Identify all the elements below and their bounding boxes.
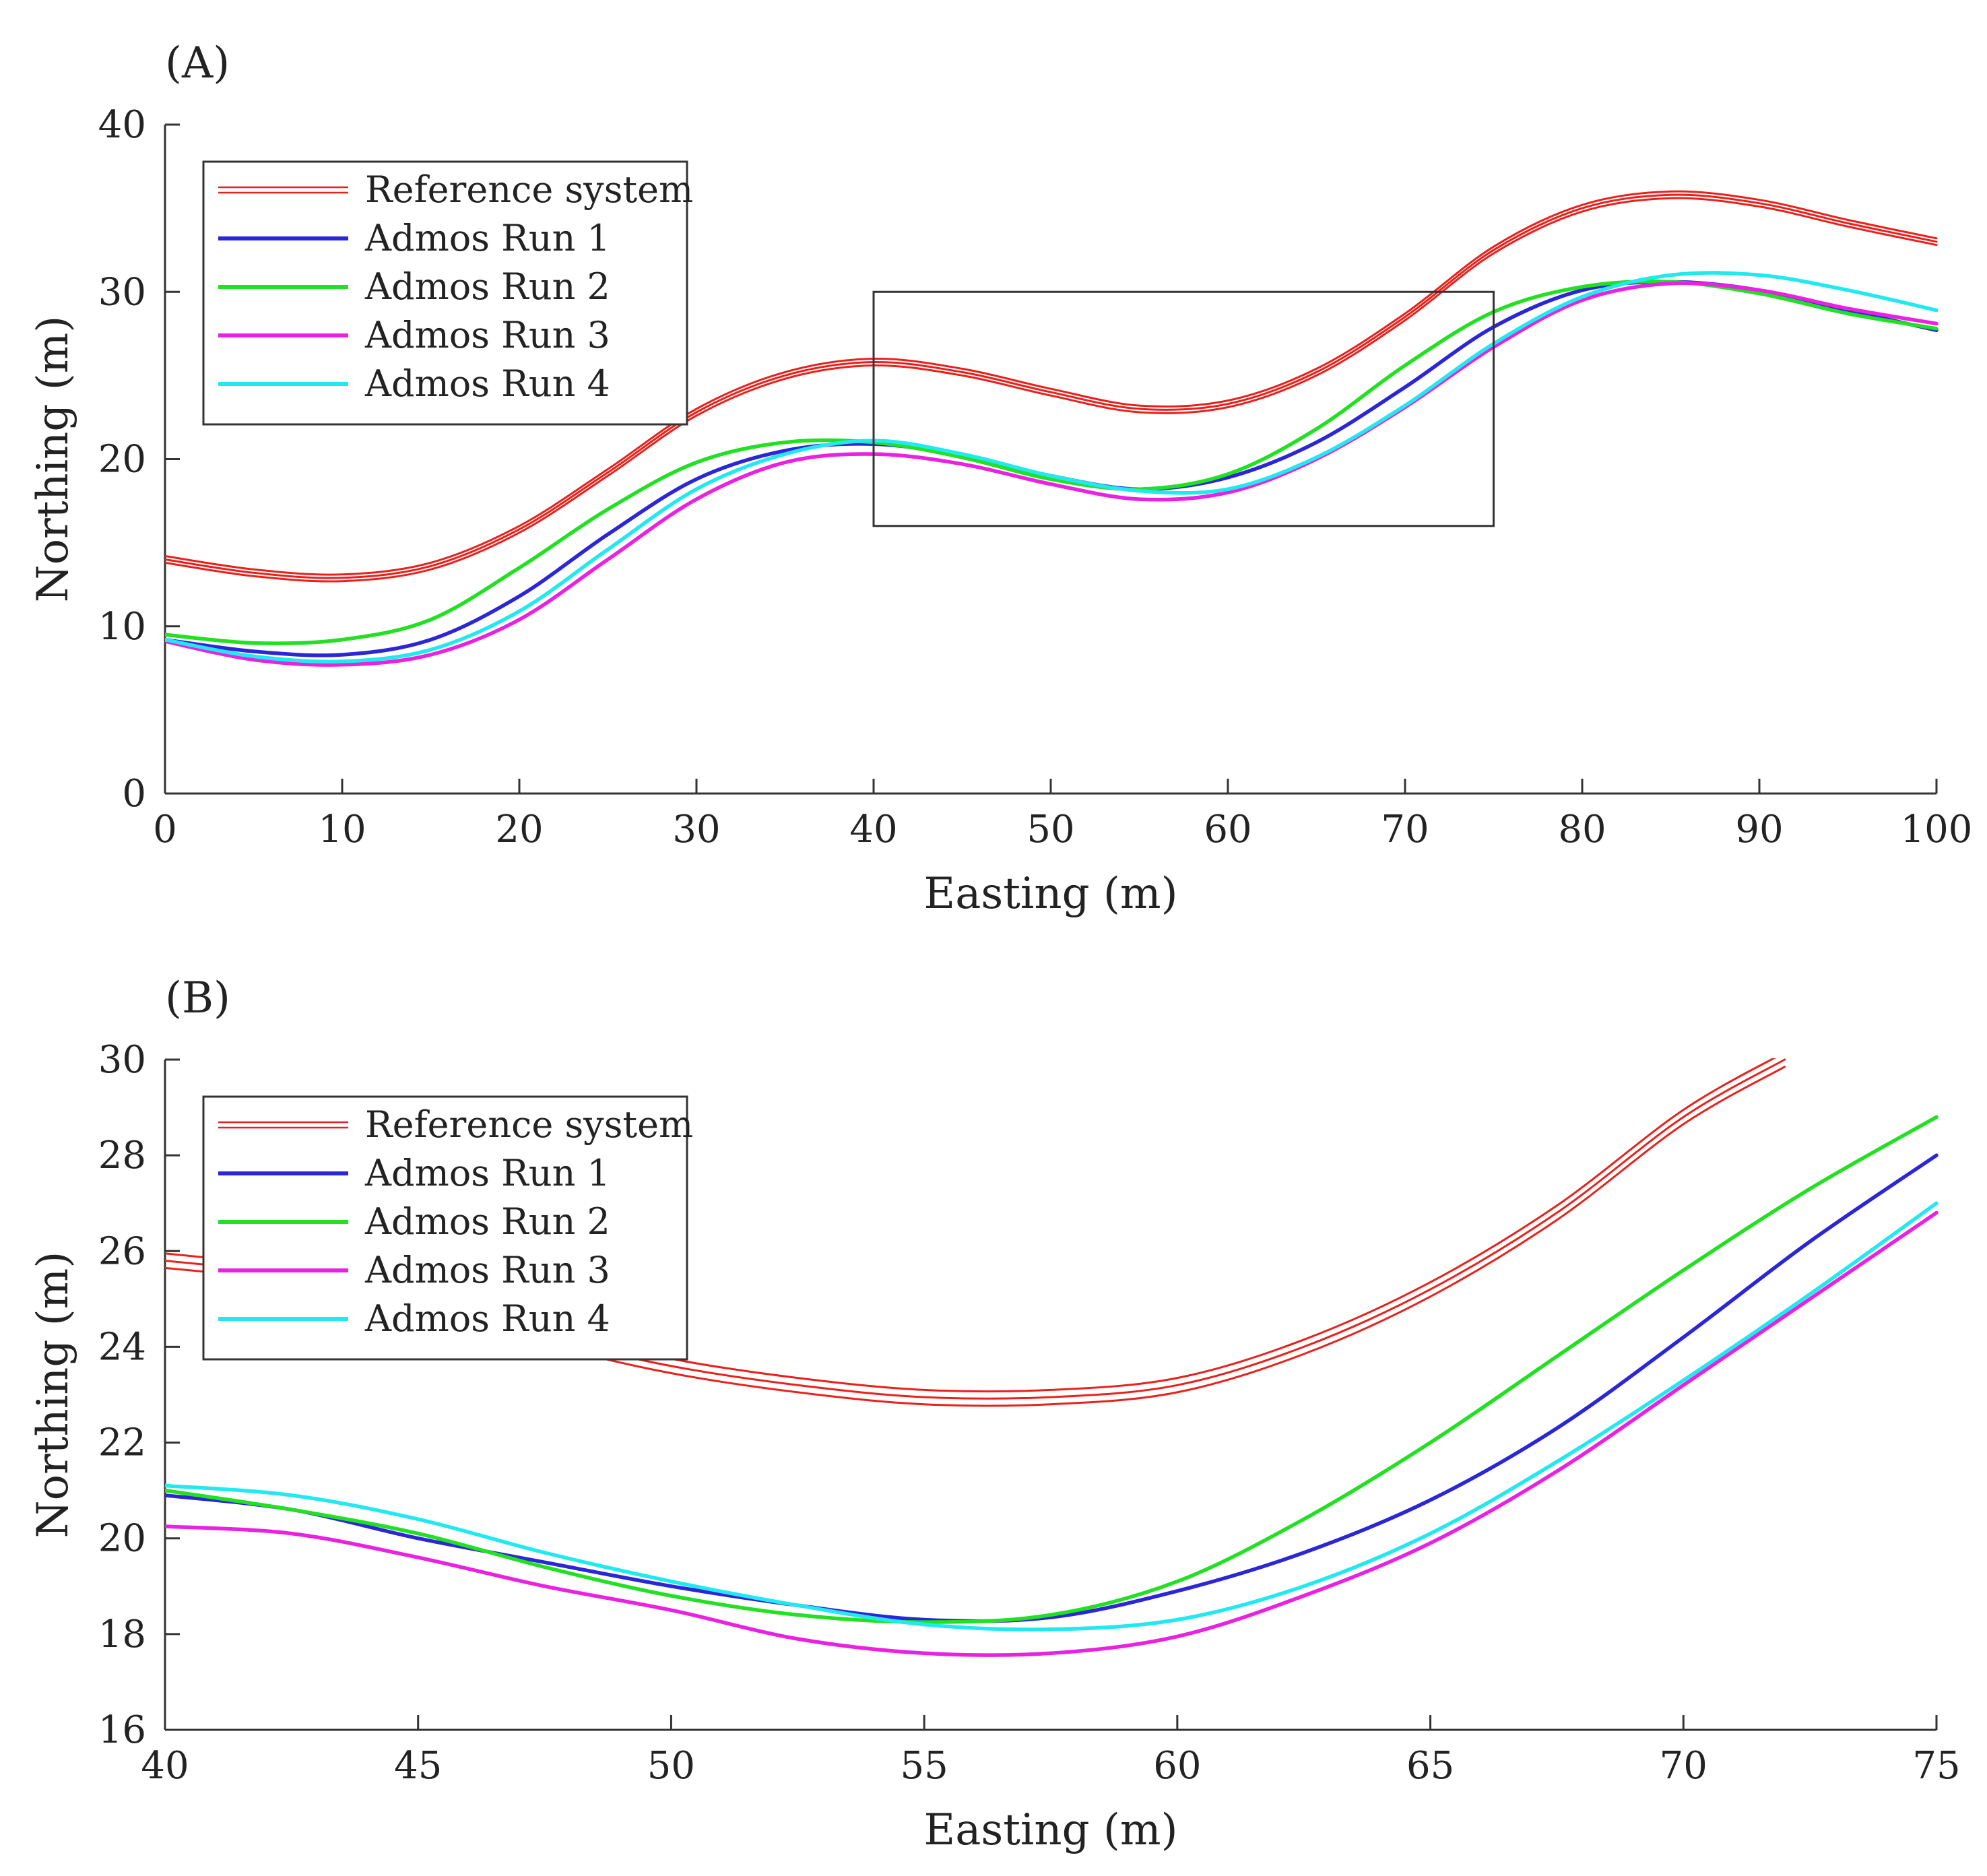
x-tick-label: 40: [141, 1744, 189, 1788]
y-tick-label: 0: [122, 772, 146, 816]
x-tick-label: 60: [1153, 1744, 1201, 1788]
y-tick-label: 30: [98, 270, 146, 314]
x-tick-label: 30: [672, 808, 720, 851]
x-tick-label: 10: [318, 808, 366, 851]
x-tick-label: 80: [1558, 808, 1606, 851]
x-tick-label: 55: [901, 1744, 948, 1788]
x-tick-label: 70: [1660, 1744, 1707, 1788]
y-tick-label: 20: [98, 1517, 146, 1561]
series-line-4: [165, 281, 1939, 667]
legend-label: Admos Run 1: [364, 217, 610, 259]
legend-label: Admos Run 1: [364, 1152, 610, 1194]
legend: Reference system Admos Run 1 Admos Run 2 Ad…: [202, 160, 693, 426]
x-tick-label: 90: [1735, 808, 1783, 851]
series-line-3: [165, 1115, 1939, 1624]
x-tick-label: 60: [1204, 808, 1251, 851]
legend-box: [202, 160, 688, 426]
x-tick-label: 0: [153, 808, 177, 851]
series-line-5: [165, 1201, 1939, 1631]
y-axis-label: Northing (m): [28, 1252, 78, 1539]
series-line-1-pass-1: [165, 193, 1938, 579]
legend-label: Reference system: [365, 1103, 693, 1146]
chart-panel-a: (A) 0 10 20 30 40 50 60 70 80 90 100 0 10 20 30 40 Eastin…: [28, 38, 1972, 919]
series-line-1-pass-3: [165, 197, 1938, 583]
x-tick-label: 50: [1027, 808, 1074, 851]
series-line-4: [165, 1210, 1939, 1657]
y-tick-label: 28: [98, 1134, 146, 1177]
legend-label: Admos Run 4: [364, 362, 610, 405]
y-tick-label: 26: [98, 1229, 146, 1273]
y-tick-label: 18: [98, 1613, 146, 1656]
legend-label: Admos Run 3: [364, 1249, 610, 1291]
legend-label: Reference system: [365, 168, 693, 211]
x-tick-label: 65: [1406, 1744, 1454, 1788]
y-tick-label: 10: [98, 605, 146, 649]
x-tick-label: 50: [647, 1744, 695, 1788]
legend-label: Admos Run 4: [364, 1297, 610, 1340]
data-lines: [165, 190, 1939, 667]
x-tick-label: 45: [394, 1744, 442, 1788]
zoom-region-box: [872, 290, 1495, 527]
legend-box: [202, 1095, 688, 1361]
x-tick-label: 20: [495, 808, 543, 851]
data-lines: [165, 1058, 1939, 1657]
x-axis-label: Easting (m): [923, 1805, 1177, 1855]
x-tick-label: 70: [1381, 808, 1429, 851]
x-axis-label: Easting (m): [923, 869, 1177, 919]
legend-label: Admos Run 2: [364, 1200, 610, 1243]
y-tick-label: 22: [98, 1421, 146, 1465]
chart-panel-b: (B) 40 45 50 55 60 65 70 75 16 18 20 22 24 26 28 30 Easti…: [28, 973, 1961, 1855]
y-tick-label: 16: [98, 1708, 146, 1752]
legend-label: Admos Run 2: [364, 265, 610, 308]
panel-label: (B): [165, 973, 230, 1023]
series-line-5: [165, 271, 1939, 664]
x-tick-label: 100: [1901, 808, 1973, 851]
y-axis-label: Northing (m): [28, 316, 78, 603]
y-tick-label: 30: [98, 1038, 146, 1082]
legend: Reference system Admos Run 1 Admos Run 2 Ad…: [202, 1095, 693, 1361]
series-line-1-pass-2: [165, 190, 1938, 576]
panel-label: (A): [165, 38, 230, 88]
legend-label: Admos Run 3: [364, 314, 610, 356]
y-tick-label: 24: [98, 1325, 146, 1369]
x-tick-label: 40: [849, 808, 897, 851]
y-tick-label: 20: [98, 438, 146, 482]
y-tick-label: 40: [98, 103, 146, 147]
x-tick-label: 75: [1912, 1744, 1960, 1788]
